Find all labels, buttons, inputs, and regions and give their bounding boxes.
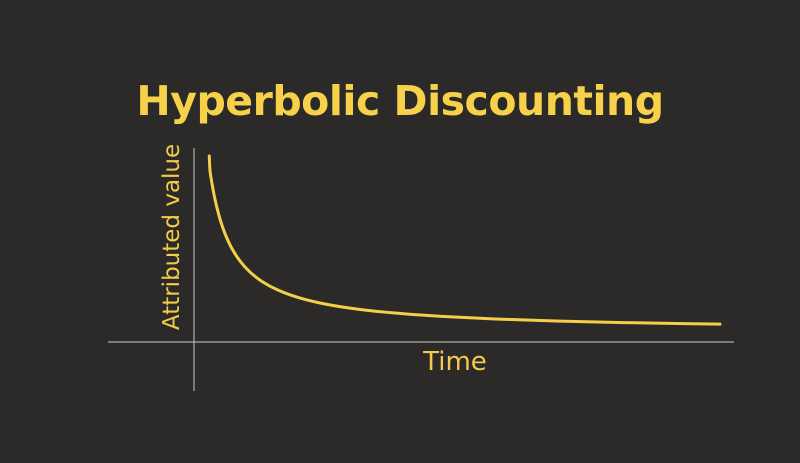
- series-line: [207, 154, 722, 326]
- x-axis-label: Time: [422, 347, 487, 377]
- y-axis-label: Attributed value: [159, 144, 185, 330]
- chart-title: Hyperbolic Discounting: [136, 77, 664, 125]
